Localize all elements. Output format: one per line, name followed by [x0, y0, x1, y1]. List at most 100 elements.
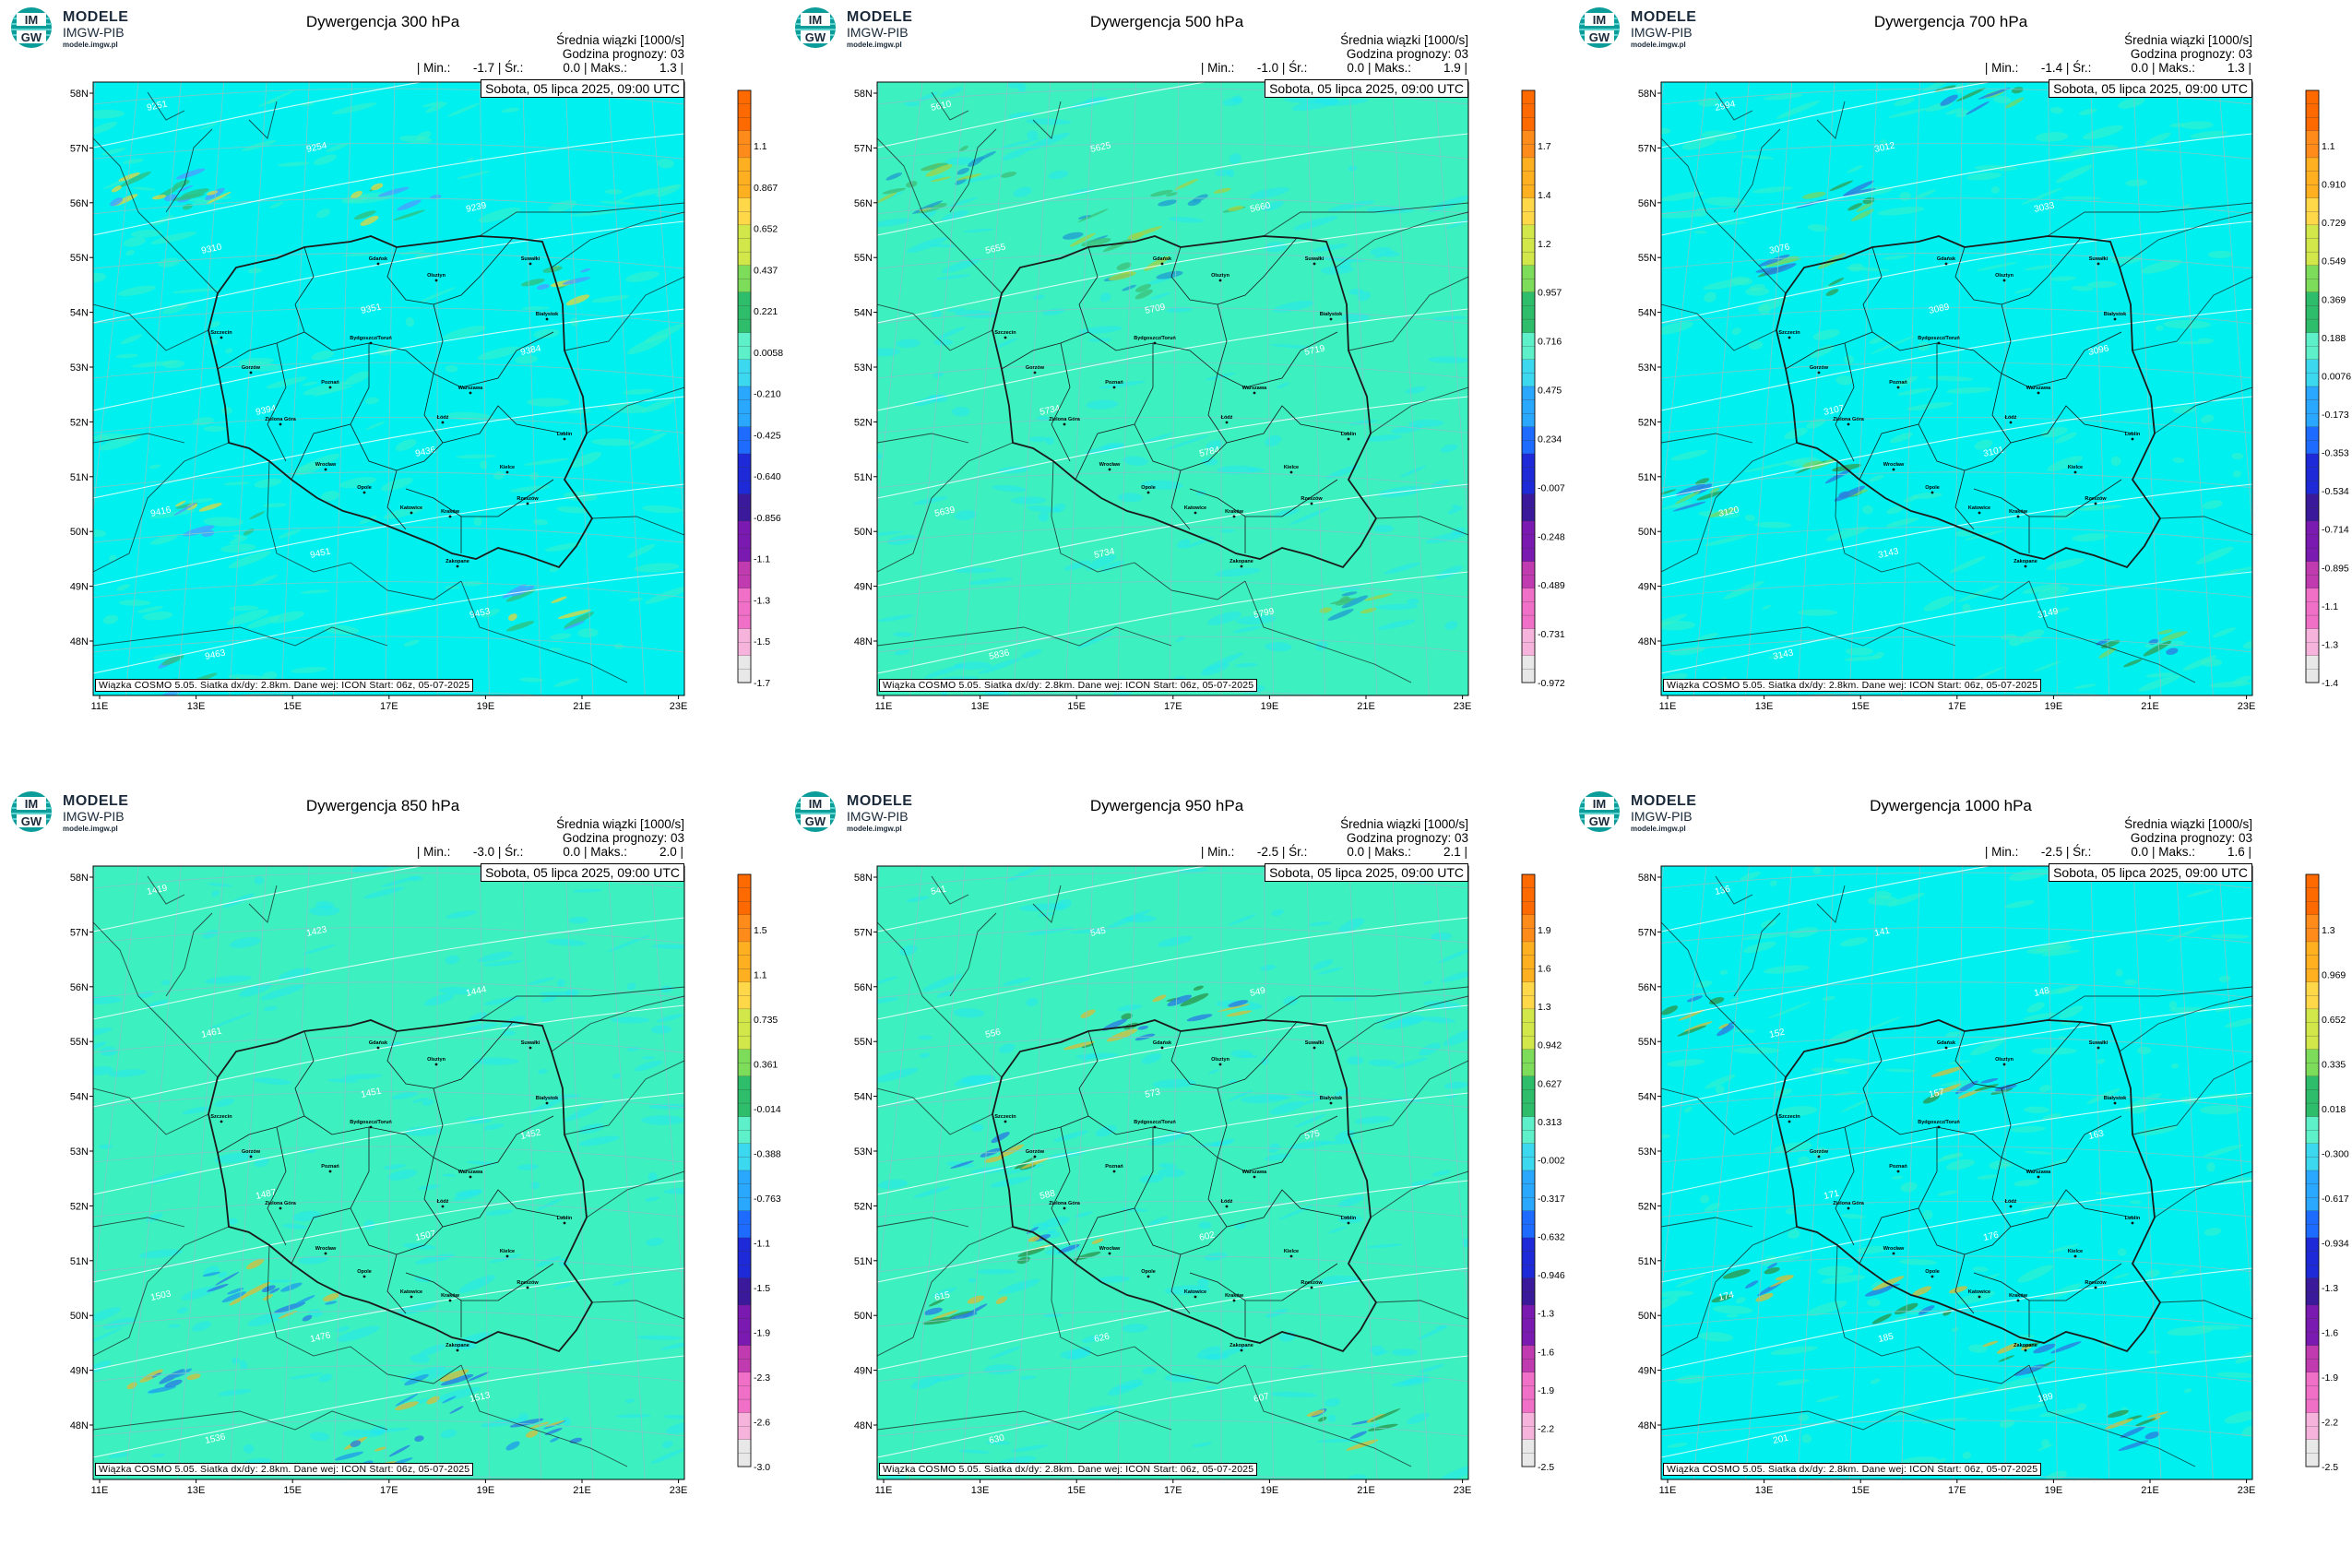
lat-tick-label: 55N	[854, 1037, 873, 1048]
lon-tick-label: 23E	[670, 701, 688, 712]
contour-label: 9451	[309, 546, 331, 560]
colorbar-tick-label: -3.0	[754, 1462, 770, 1473]
contour-label: 176	[1982, 1230, 2000, 1243]
lat-tick-label: 58N	[1638, 873, 1657, 884]
city-dot	[1240, 1348, 1243, 1352]
lat-tick-label: 56N	[854, 198, 873, 209]
contour-label: 171	[1823, 1189, 1840, 1202]
min-label: | Min.:	[416, 845, 451, 859]
lat-tick-label: 58N	[854, 89, 873, 100]
city-dot	[1310, 502, 1313, 505]
lon-tick-label: 15E	[283, 1485, 302, 1496]
logo-mark-top: IM	[25, 13, 38, 27]
contour-label: 1476	[309, 1330, 331, 1344]
city-dot	[2002, 279, 2006, 282]
city-dot	[1313, 262, 1316, 266]
city-dot	[1817, 371, 1821, 374]
city-label: Wrocław	[315, 1246, 337, 1252]
city-dot	[1289, 1254, 1293, 1258]
colorbar-tick-label: 0.188	[2322, 333, 2346, 344]
imgw-logo-icon: IM GW	[795, 7, 836, 48]
colorbar-tick-label: 0.018	[2322, 1104, 2346, 1115]
borders	[1661, 875, 2252, 1467]
lat-tick-label: 49N	[1638, 582, 1657, 593]
min-label: | Min.:	[1984, 845, 2019, 859]
contour-label: 9384	[519, 343, 541, 357]
colorbar-tick-label: 1.4	[1538, 190, 1551, 201]
lat-tick-label: 58N	[1638, 89, 1657, 100]
imgw-logo: IM GW MODELE IMGW-PIB modele.imgw.pl	[788, 790, 917, 836]
stats-line: | Min.: -3.0 | Śr.: 0.0 | Maks.: 2.0 |	[417, 845, 683, 859]
city-dot	[1329, 317, 1333, 321]
lat-tick-label: 57N	[854, 143, 873, 154]
lat-tick-label: 53N	[70, 1146, 89, 1158]
city-label: Kielce	[500, 465, 515, 470]
city-label: Olsztyn	[1995, 1057, 2014, 1063]
city-label: Suwałki	[1305, 256, 1324, 262]
city-label: Szczecin	[1778, 330, 1800, 336]
height-contours	[93, 866, 684, 1458]
colorbar-tick-label: 0.475	[1538, 386, 1562, 397]
colorbar-tick-label: 0.716	[1538, 337, 1562, 348]
city-label: Rzeszów	[2085, 1280, 2107, 1286]
colorbar: 1.1 0.910 0.729 0.549 0.369 0.188 0.0076 -0.173…	[2305, 89, 2351, 689]
lat-tick-label: 51N	[70, 472, 89, 483]
imgw-logo: IM GW MODELE IMGW-PIB modele.imgw.pl	[1572, 6, 1701, 52]
city-label: Warszawa	[2026, 386, 2051, 391]
panel-subtitle: Średnia wiązki [1000/s]	[2124, 33, 2252, 47]
max-value: 1.6	[2227, 845, 2245, 859]
panel-300hpa: 9251 9254 9239 9310 9351 9384 9394 9436 9416 9451…	[0, 0, 784, 784]
lat-tick-label: 48N	[70, 1420, 89, 1431]
colorbar-tick-label: 0.627	[1538, 1078, 1562, 1089]
lat-tick-label: 52N	[1638, 417, 1657, 428]
city-label: Lublin	[2125, 1216, 2141, 1221]
stats-line: | Min.: -1.4 | Śr.: 0.0 | Maks.: 1.3 |	[1985, 61, 2251, 75]
logo-mark-top: IM	[809, 797, 822, 811]
colorbar-tick-label: -0.007	[1538, 482, 1565, 493]
lon-tick-label: 17E	[1164, 701, 1182, 712]
colorbar-tick-label: 1.7	[1538, 141, 1551, 152]
lat-tick-label: 56N	[70, 982, 89, 993]
city-label: Lublin	[2125, 432, 2141, 437]
contour-label: 9453	[469, 606, 491, 620]
max-value: 1.9	[1443, 61, 1461, 75]
city-label: Zakopane	[445, 559, 469, 564]
contour-label: 5660	[1249, 200, 1271, 214]
mean-value: 0.0	[563, 61, 581, 75]
colorbar-tick-label: 0.369	[2322, 294, 2346, 305]
mean-label: | Śr.:	[497, 61, 524, 75]
city-dot	[1146, 491, 1150, 494]
lat-tick-label: 54N	[854, 1092, 873, 1103]
lon-tick-label: 13E	[187, 1485, 206, 1496]
lat-tick-label: 57N	[70, 927, 89, 938]
lon-tick-label: 19E	[477, 701, 495, 712]
lat-tick-label: 51N	[854, 1256, 873, 1267]
city-dot	[448, 1299, 452, 1302]
contour-label: 602	[1198, 1230, 1216, 1243]
colorbar-tick-label: -0.617	[2322, 1194, 2349, 1205]
city-dot	[545, 1101, 549, 1105]
city-label: Opole	[1925, 485, 1940, 491]
colorbar-tick-label: 0.942	[1538, 1040, 1562, 1051]
city-label: Poznań	[321, 1164, 339, 1170]
city-label: Suwałki	[521, 256, 540, 262]
city-label: Gorzów	[1026, 1149, 1045, 1155]
contour-label: 1451	[360, 1086, 382, 1099]
city-dot	[2073, 470, 2077, 474]
city-dot	[2009, 1205, 2013, 1208]
lon-tick-label: 17E	[1164, 1485, 1182, 1496]
contour-label: 9310	[200, 242, 222, 255]
city-dot	[376, 262, 380, 266]
lon-tick-label: 19E	[1261, 701, 1279, 712]
city-label: Szczecin	[1778, 1114, 1800, 1120]
city-dot	[1310, 1286, 1313, 1289]
city-dot	[1232, 1299, 1236, 1302]
city-label: Kraków	[441, 509, 460, 515]
contour-labels: 1419142314441461145114521487150715031476…	[146, 883, 541, 1445]
panel-title: Dywergencja 700 hPa	[1873, 13, 2028, 30]
contour-label: 3149	[2037, 606, 2059, 620]
city-label: Warszawa	[458, 386, 483, 391]
forecast-hour: Godzina prognozy: 03	[2130, 831, 2252, 845]
contour-label: 5799	[1253, 606, 1275, 620]
lon-tick-label: 21E	[2141, 701, 2159, 712]
